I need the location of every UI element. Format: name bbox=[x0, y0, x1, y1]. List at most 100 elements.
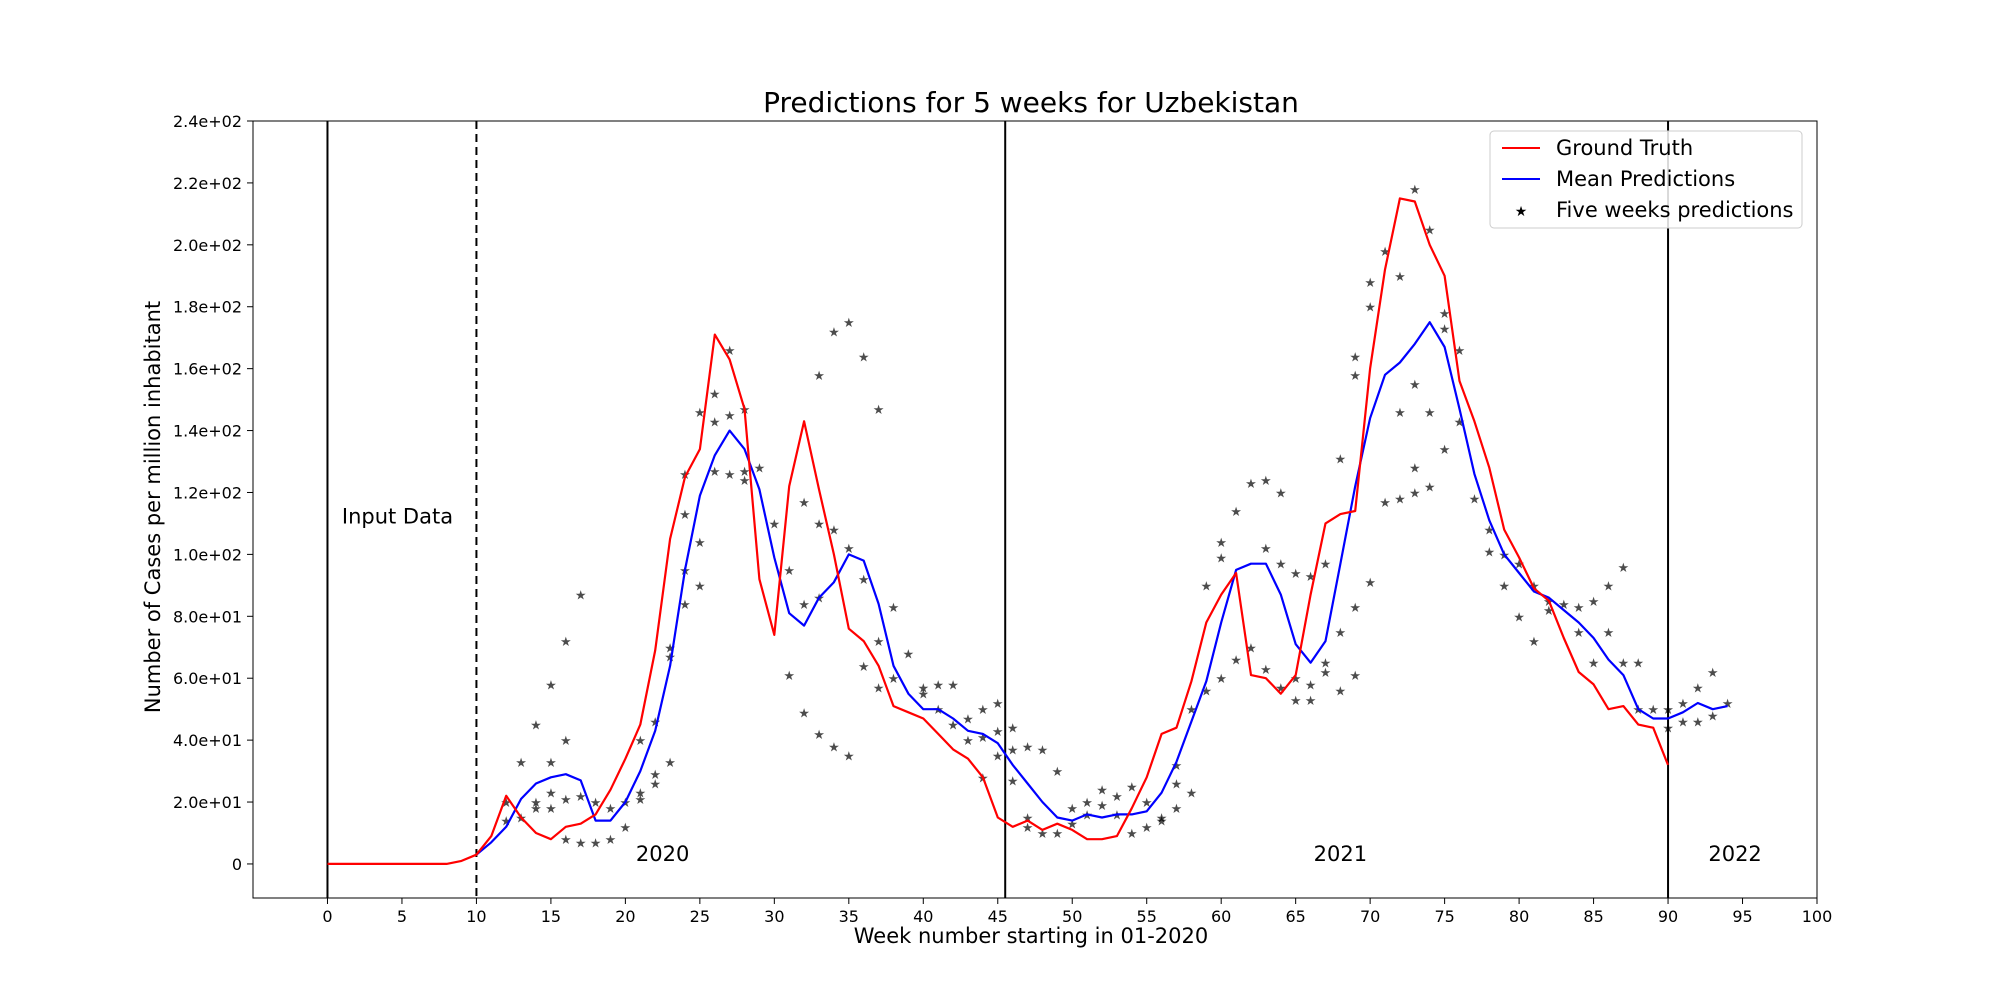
prediction-point: ★ bbox=[709, 415, 721, 430]
prediction-point: ★ bbox=[1632, 657, 1644, 672]
prediction-point: ★ bbox=[560, 635, 572, 650]
prediction-point: ★ bbox=[783, 669, 795, 684]
prediction-point: ★ bbox=[530, 802, 542, 817]
x-tick-label: 15 bbox=[541, 907, 561, 926]
prediction-point: ★ bbox=[1335, 685, 1347, 700]
prediction-point: ★ bbox=[679, 598, 691, 613]
prediction-point: ★ bbox=[1052, 827, 1064, 842]
prediction-point: ★ bbox=[798, 496, 810, 511]
prediction-point: ★ bbox=[1588, 595, 1600, 610]
prediction-point: ★ bbox=[1439, 443, 1451, 458]
prediction-point: ★ bbox=[813, 369, 825, 384]
legend[interactable]: Ground Truth Mean Predictions ★ Five wee… bbox=[1489, 130, 1803, 229]
annotation-input-data: Input Data bbox=[342, 504, 453, 528]
prediction-point: ★ bbox=[843, 750, 855, 765]
prediction-point: ★ bbox=[962, 734, 974, 749]
prediction-point: ★ bbox=[1707, 666, 1719, 681]
prediction-point: ★ bbox=[545, 802, 557, 817]
prediction-point: ★ bbox=[769, 517, 781, 532]
y-tick-label: 1.2e+02 bbox=[173, 483, 242, 502]
x-tick-label: 80 bbox=[1509, 907, 1529, 926]
x-tick-label: 20 bbox=[615, 907, 635, 926]
prediction-point: ★ bbox=[947, 678, 959, 693]
prediction-point: ★ bbox=[1260, 474, 1272, 489]
prediction-point: ★ bbox=[1007, 774, 1019, 789]
prediction-point: ★ bbox=[1171, 777, 1183, 792]
prediction-point: ★ bbox=[545, 678, 557, 693]
legend-mean-predictions-label: Mean Predictions bbox=[1556, 167, 1735, 191]
prediction-point: ★ bbox=[1245, 477, 1257, 492]
x-tick-label: 50 bbox=[1062, 907, 1082, 926]
prediction-point: ★ bbox=[1260, 663, 1272, 678]
prediction-point: ★ bbox=[1692, 716, 1704, 731]
annotation-2022: 2022 bbox=[1708, 842, 1761, 866]
x-tick-label: 45 bbox=[988, 907, 1008, 926]
x-tick-label: 60 bbox=[1211, 907, 1231, 926]
prediction-point: ★ bbox=[560, 833, 572, 848]
y-tick-label: 2.2e+02 bbox=[173, 174, 242, 193]
x-axis: 0 5 10 15 20 25 30 35 40 45 50 55 60 65 70 75 80 85 90 95 10… bbox=[322, 898, 1832, 926]
prediction-point: ★ bbox=[739, 465, 751, 480]
prediction-point: ★ bbox=[783, 564, 795, 579]
prediction-point: ★ bbox=[1305, 570, 1317, 585]
plot-area bbox=[252, 120, 1818, 899]
prediction-point: ★ bbox=[903, 647, 915, 662]
prediction-point: ★ bbox=[590, 836, 602, 851]
prediction-point: ★ bbox=[1677, 716, 1689, 731]
prediction-point: ★ bbox=[1349, 601, 1361, 616]
prediction-point: ★ bbox=[1439, 307, 1451, 322]
prediction-point: ★ bbox=[500, 796, 512, 811]
prediction-point: ★ bbox=[739, 474, 751, 489]
prediction-point: ★ bbox=[530, 796, 542, 811]
y-tick-label: 1.4e+02 bbox=[173, 422, 242, 441]
prediction-point: ★ bbox=[1141, 821, 1153, 836]
vertical-markers bbox=[326, 121, 1670, 898]
x-tick-label: 10 bbox=[466, 907, 486, 926]
prediction-point: ★ bbox=[530, 719, 542, 734]
prediction-point: ★ bbox=[828, 740, 840, 755]
x-tick-label: 65 bbox=[1285, 907, 1305, 926]
legend-five-weeks-swatch-star: ★ bbox=[1515, 204, 1528, 220]
prediction-point: ★ bbox=[1677, 697, 1689, 712]
prediction-point: ★ bbox=[1215, 536, 1227, 551]
prediction-point: ★ bbox=[545, 787, 557, 802]
prediction-point: ★ bbox=[873, 635, 885, 650]
y-tick-label: 6.0e+01 bbox=[173, 669, 242, 688]
chart-title: Predictions for 5 weeks for Uzbekistan bbox=[763, 86, 1299, 119]
prediction-point: ★ bbox=[1573, 601, 1585, 616]
prediction-point: ★ bbox=[873, 681, 885, 696]
prediction-point: ★ bbox=[1394, 493, 1406, 508]
prediction-point: ★ bbox=[1305, 694, 1317, 709]
y-tick-label: 2.4e+02 bbox=[173, 112, 242, 131]
plot-frame bbox=[252, 120, 1818, 899]
prediction-point: ★ bbox=[634, 734, 646, 749]
prediction-point: ★ bbox=[649, 716, 661, 731]
x-tick-label: 75 bbox=[1434, 907, 1454, 926]
prediction-point: ★ bbox=[620, 821, 632, 836]
prediction-point: ★ bbox=[977, 703, 989, 718]
prediction-point: ★ bbox=[1424, 406, 1436, 421]
prediction-point: ★ bbox=[1469, 493, 1481, 508]
prediction-point: ★ bbox=[1409, 378, 1421, 393]
prediction-point: ★ bbox=[575, 790, 587, 805]
prediction-point: ★ bbox=[1230, 654, 1242, 669]
prediction-point: ★ bbox=[634, 787, 646, 802]
mean-predictions-line bbox=[475, 321, 1728, 856]
prediction-point: ★ bbox=[1647, 703, 1659, 718]
prediction-point: ★ bbox=[1186, 787, 1198, 802]
y-tick-label: 2.0e+02 bbox=[173, 236, 242, 255]
prediction-point: ★ bbox=[1349, 669, 1361, 684]
prediction-point: ★ bbox=[1260, 542, 1272, 557]
prediction-point: ★ bbox=[1320, 666, 1332, 681]
prediction-point: ★ bbox=[1245, 641, 1257, 656]
y-tick-label: 0 bbox=[232, 855, 242, 874]
prediction-point: ★ bbox=[724, 468, 736, 483]
prediction-point: ★ bbox=[992, 750, 1004, 765]
prediction-point: ★ bbox=[515, 756, 527, 771]
x-tick-label: 25 bbox=[690, 907, 710, 926]
prediction-point: ★ bbox=[798, 598, 810, 613]
prediction-point: ★ bbox=[1096, 799, 1108, 814]
prediction-point: ★ bbox=[664, 641, 676, 656]
prediction-point: ★ bbox=[1320, 558, 1332, 573]
prediction-point: ★ bbox=[992, 697, 1004, 712]
